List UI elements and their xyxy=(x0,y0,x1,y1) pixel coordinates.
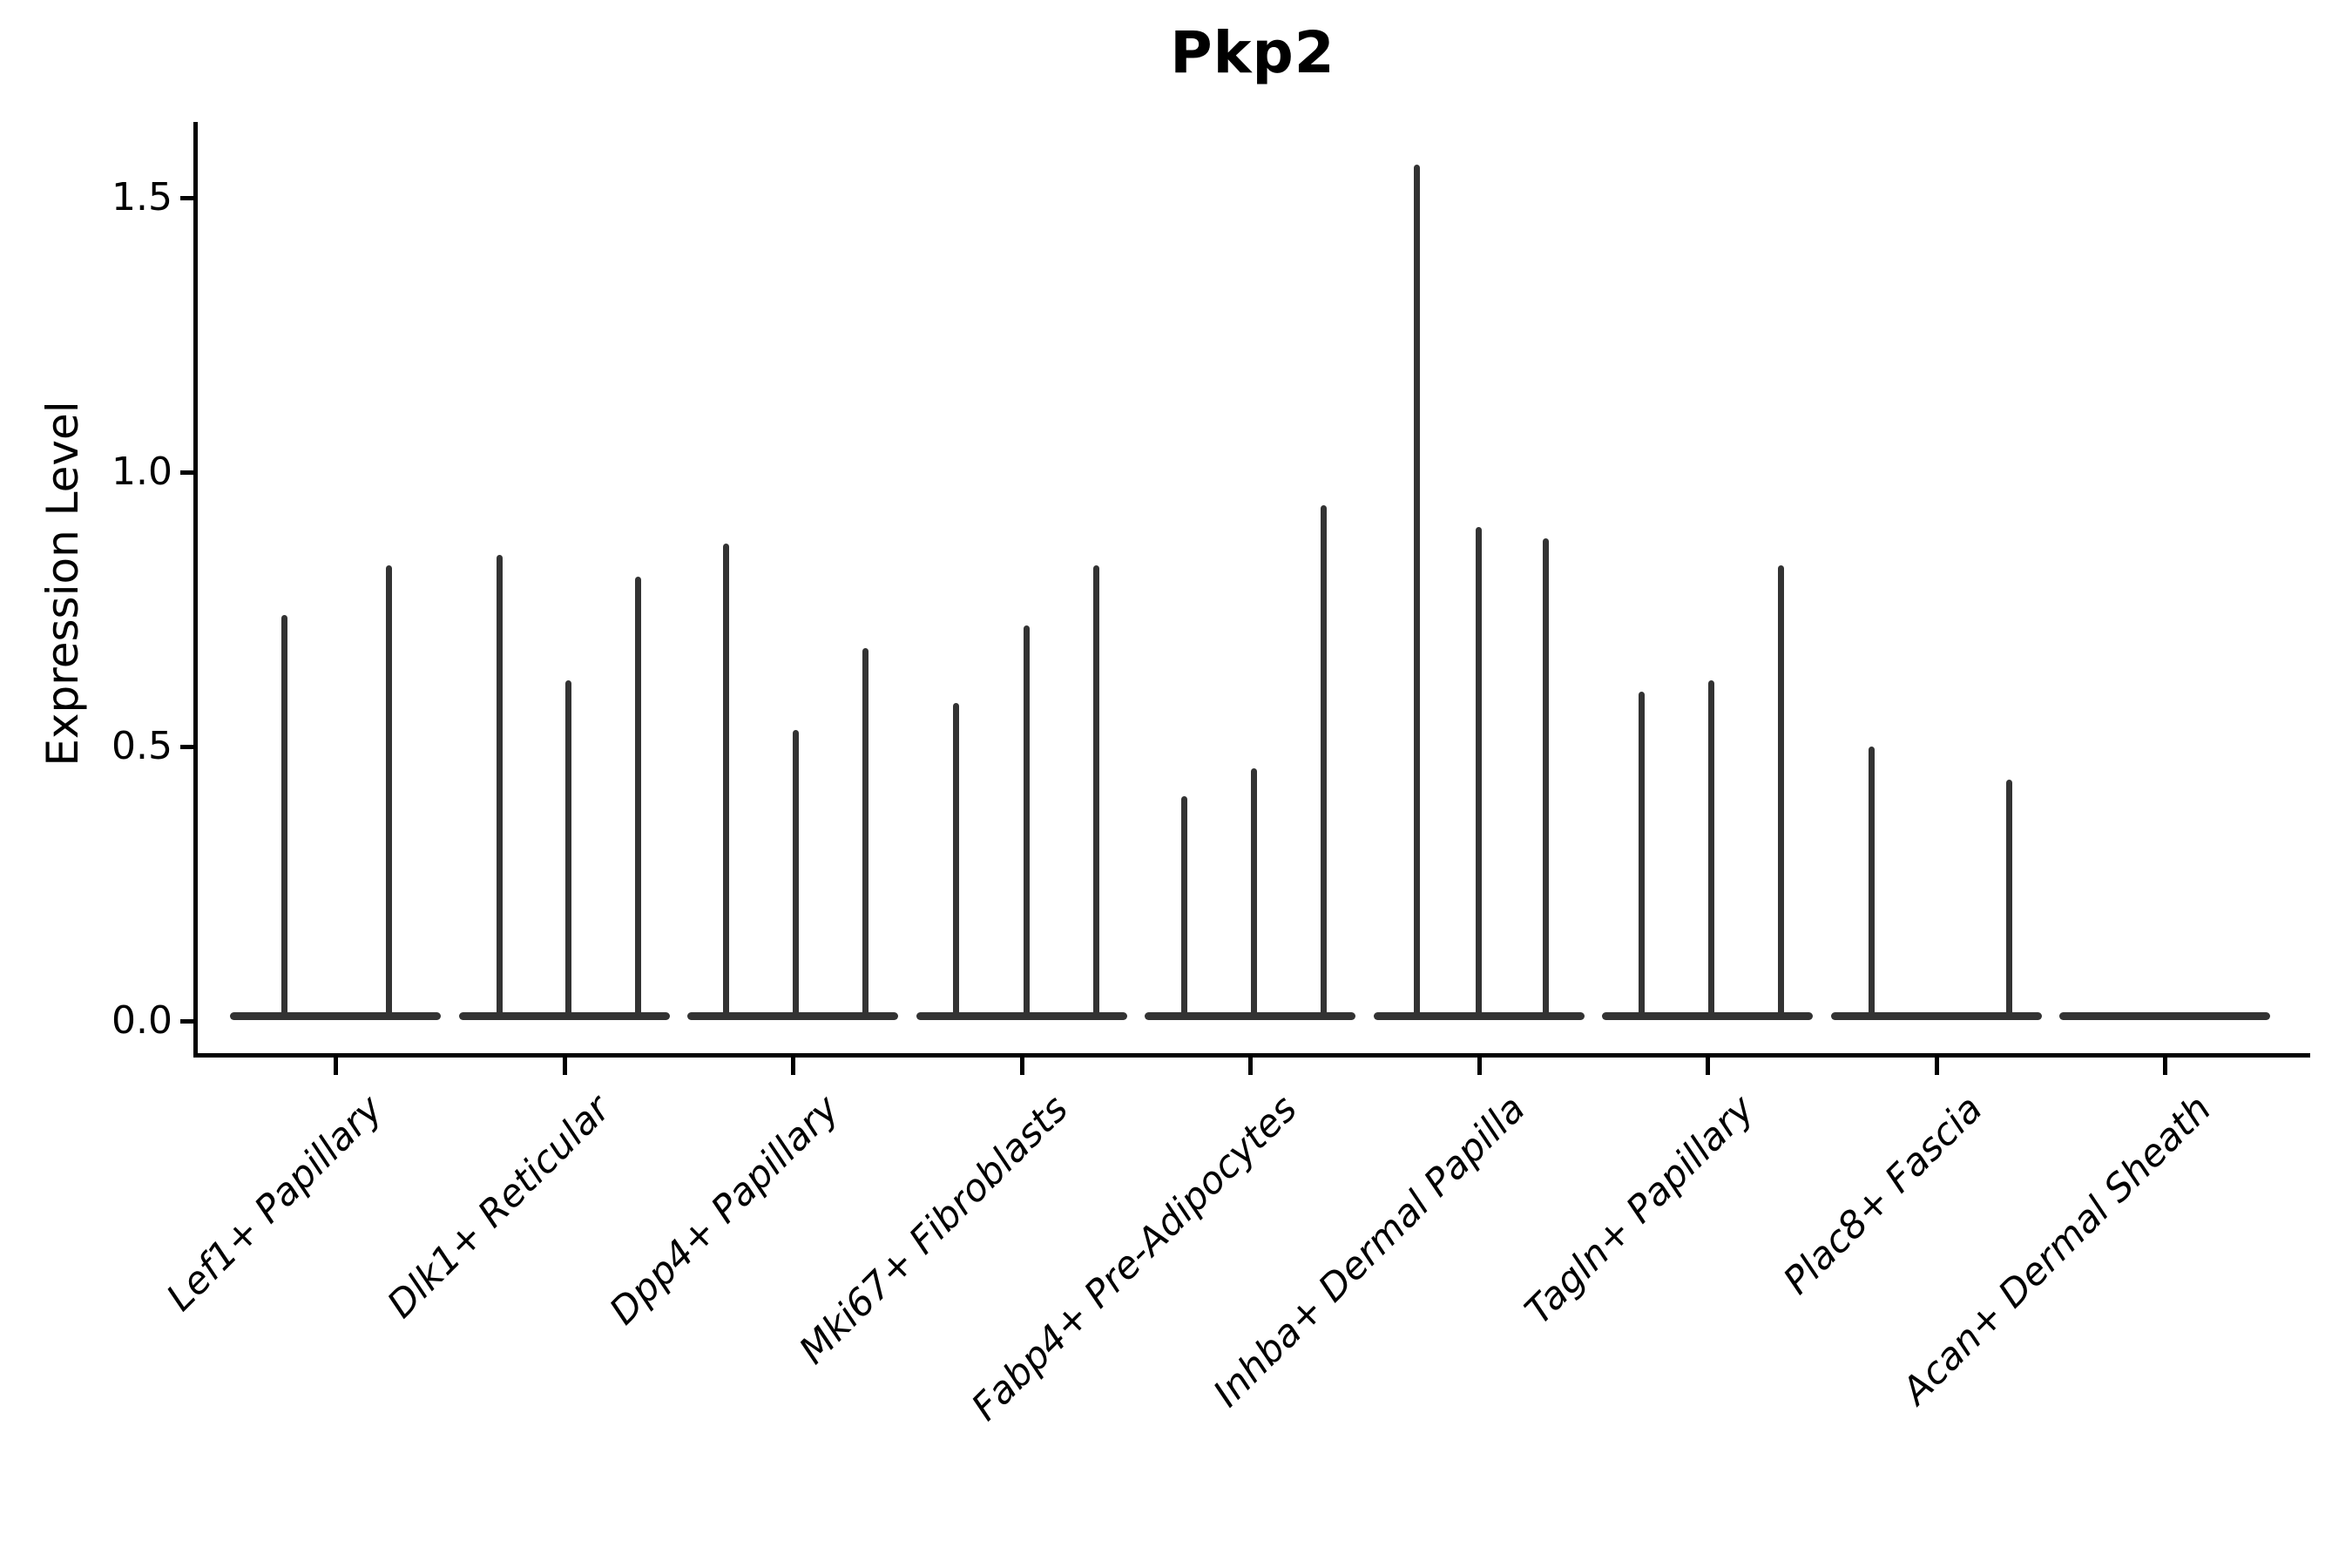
y-tick-label: 0.5 xyxy=(112,724,172,768)
x-tick-mark xyxy=(334,1056,338,1075)
x-tick-label: Dpp4+ Papillary xyxy=(601,1087,848,1334)
violin-spike xyxy=(1475,527,1482,1020)
violin-spike xyxy=(1868,747,1875,1020)
violin-spike xyxy=(1321,504,1327,1020)
y-tick-label: 1.5 xyxy=(112,175,172,220)
chart-title: Pkp2 xyxy=(1170,19,1335,86)
x-tick-mark xyxy=(1477,1056,1482,1075)
violin-spike xyxy=(1639,692,1645,1020)
x-tick-label: Plac8+ Fascia xyxy=(1775,1087,1991,1303)
violin-spike xyxy=(634,576,641,1020)
violin-spike xyxy=(1778,565,1784,1020)
violin-spike xyxy=(386,565,392,1020)
x-tick-label: Tagln+ Papillary xyxy=(1517,1087,1763,1334)
violin-baseline xyxy=(1830,1012,2042,1020)
violin-spike xyxy=(564,680,571,1020)
violin-spike xyxy=(723,543,729,1020)
violin-baseline xyxy=(1602,1012,1813,1020)
x-tick-mark xyxy=(562,1056,567,1075)
y-tick-mark xyxy=(180,745,194,749)
x-tick-mark xyxy=(791,1056,795,1075)
y-tick-mark xyxy=(180,1019,194,1024)
violin-baseline xyxy=(2059,1012,2270,1020)
x-tick-label: Dlk1+ Reticular xyxy=(379,1087,619,1328)
x-tick-mark xyxy=(1248,1056,1253,1075)
violin-baseline xyxy=(916,1012,1127,1020)
x-tick-mark xyxy=(2163,1056,2167,1075)
y-tick-mark xyxy=(180,196,194,200)
y-axis-spine xyxy=(193,122,198,1057)
violin-baseline xyxy=(230,1012,441,1020)
x-tick-label: Lef1+ Papillary xyxy=(158,1087,391,1320)
violin-baseline xyxy=(1145,1012,1355,1020)
y-axis-label: Expression Level xyxy=(37,401,88,767)
violin-spike xyxy=(281,614,287,1020)
x-axis-spine xyxy=(193,1053,2310,1058)
violin-spike xyxy=(2005,779,2012,1020)
violin-baseline xyxy=(458,1012,670,1020)
violin-spike xyxy=(952,702,959,1020)
violin-spike xyxy=(1251,768,1257,1020)
violin-spike xyxy=(1023,625,1030,1020)
x-tick-mark xyxy=(1934,1056,1939,1075)
x-tick-mark xyxy=(1706,1056,1710,1075)
y-tick-mark xyxy=(180,470,194,475)
y-tick-label: 0.0 xyxy=(112,998,172,1043)
violin-spike xyxy=(1092,565,1099,1020)
violin-spike xyxy=(1542,537,1549,1020)
y-tick-label: 1.0 xyxy=(112,449,172,494)
x-tick-mark xyxy=(1019,1056,1024,1075)
violin-spike xyxy=(1181,795,1187,1020)
violin-spike xyxy=(1413,165,1420,1020)
violin-spike xyxy=(496,554,503,1020)
violin-spike xyxy=(862,647,868,1020)
violin-spike xyxy=(1708,680,1714,1020)
violin-spike xyxy=(793,730,799,1020)
